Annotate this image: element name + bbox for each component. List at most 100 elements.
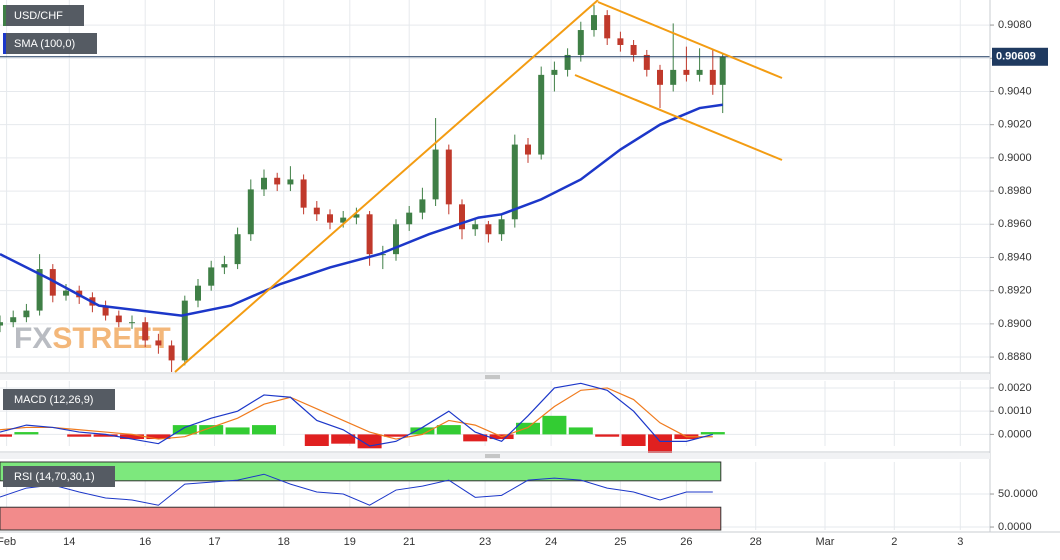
candle-body [102, 305, 109, 316]
separator [0, 453, 990, 459]
watermark-street: STREET [52, 322, 170, 355]
x-tick-label: 28 [750, 536, 762, 548]
candle-body [287, 179, 294, 185]
histogram-bar [252, 425, 276, 435]
histogram-bar [384, 434, 408, 437]
candle-body [719, 56, 726, 85]
candle-body [406, 212, 413, 225]
candle-body [577, 30, 584, 55]
macd-label: MACD (12,26,9) [14, 394, 93, 406]
y-tick-label: 0.8880 [998, 351, 1032, 363]
candle-body [696, 69, 703, 75]
candle-body [419, 199, 426, 213]
candle-body [247, 189, 254, 235]
y-tick-label: 0.0000 [998, 521, 1032, 533]
candle-body [142, 322, 149, 341]
candle-body [274, 177, 281, 185]
label-box [3, 5, 84, 26]
candle-body [445, 149, 452, 205]
histogram-bar [410, 427, 435, 435]
histogram-bar [542, 415, 567, 435]
rsi-line [0, 473, 713, 506]
histogram-bar [199, 425, 224, 435]
histogram-bar [516, 422, 540, 435]
y-tick-label: 0.9000 [998, 152, 1032, 164]
y-tick-label: 0.9040 [998, 85, 1032, 97]
candle-body [0, 322, 3, 326]
candle-body [327, 214, 333, 223]
histogram-bar [93, 434, 118, 437]
candle-body [472, 224, 479, 230]
macd-line [0, 382, 713, 447]
histogram-bar [120, 434, 144, 440]
candle-body [538, 74, 545, 155]
candle-body [525, 144, 531, 155]
sma-line [0, 103, 723, 317]
x-tick-label: 19 [344, 536, 356, 548]
label-box [3, 466, 115, 487]
label-stripe [3, 5, 6, 26]
candle-body [551, 69, 558, 75]
histogram-bar [304, 434, 329, 446]
y-tick-label: 0.9020 [998, 119, 1032, 131]
candle-body [393, 224, 399, 255]
candle-body [10, 317, 17, 323]
histogram-bar [146, 434, 171, 440]
rsi-label: RSI (14,70,30,1) [14, 471, 95, 483]
candle-body [709, 69, 716, 85]
candle-body [630, 44, 637, 55]
x-tick-label: 21 [403, 536, 415, 548]
x-tick-label: 26 [680, 536, 692, 548]
candle-body [23, 310, 30, 318]
histogram-bar [172, 425, 197, 435]
separator [0, 374, 990, 380]
x-tick-label: Mar [816, 536, 835, 548]
overbought-band [0, 461, 722, 482]
y-tick-label: 0.8980 [998, 185, 1032, 197]
candle-body [340, 217, 347, 223]
candle-body [155, 340, 162, 346]
histogram-bar [67, 434, 92, 437]
histogram-bar [225, 427, 250, 435]
candle-body [643, 54, 650, 70]
candle-body [683, 69, 690, 75]
watermark: FXSTREET [14, 322, 171, 355]
candle-body [313, 207, 320, 215]
candle-body [604, 15, 611, 39]
label-stripe [3, 33, 6, 54]
candle-body [591, 15, 597, 31]
histogram-bar [621, 434, 646, 446]
candle-body [432, 149, 439, 200]
histogram-bar [331, 434, 356, 444]
marks [0, 5, 990, 531]
y-tick-label: 0.8920 [998, 285, 1032, 297]
candle-body [300, 179, 307, 208]
x-tick-label: 25 [614, 536, 626, 548]
x-tick-label: 14 [63, 536, 75, 548]
candle-body [115, 315, 122, 323]
candle-body [129, 322, 135, 324]
histogram-bar [700, 432, 725, 435]
y-tick-label: 0.0000 [998, 428, 1032, 440]
candle-body [63, 290, 69, 296]
trend-line [597, 1, 783, 79]
y-tick-label: 0.8900 [998, 318, 1032, 330]
histogram-bar [595, 434, 620, 437]
candle-body [511, 144, 518, 220]
y-tick-label: 0.0010 [998, 405, 1032, 417]
x-tick-label: 2 [891, 536, 897, 548]
histogram-bar [648, 434, 672, 453]
candle-body [485, 224, 492, 235]
oversold-band [0, 506, 722, 531]
candle-body [168, 345, 175, 361]
histogram-bar [568, 427, 593, 435]
sma-label: SMA (100,0) [14, 38, 75, 50]
x-tick-label: 3 [957, 536, 963, 548]
histogram-bar [14, 432, 39, 435]
candle-body [617, 38, 624, 45]
trend-line [174, 0, 599, 373]
last-price-box [992, 47, 1048, 66]
watermark-fx: FX [14, 322, 52, 355]
x-tick-label: 23 [479, 536, 491, 548]
candle-body [181, 300, 188, 361]
